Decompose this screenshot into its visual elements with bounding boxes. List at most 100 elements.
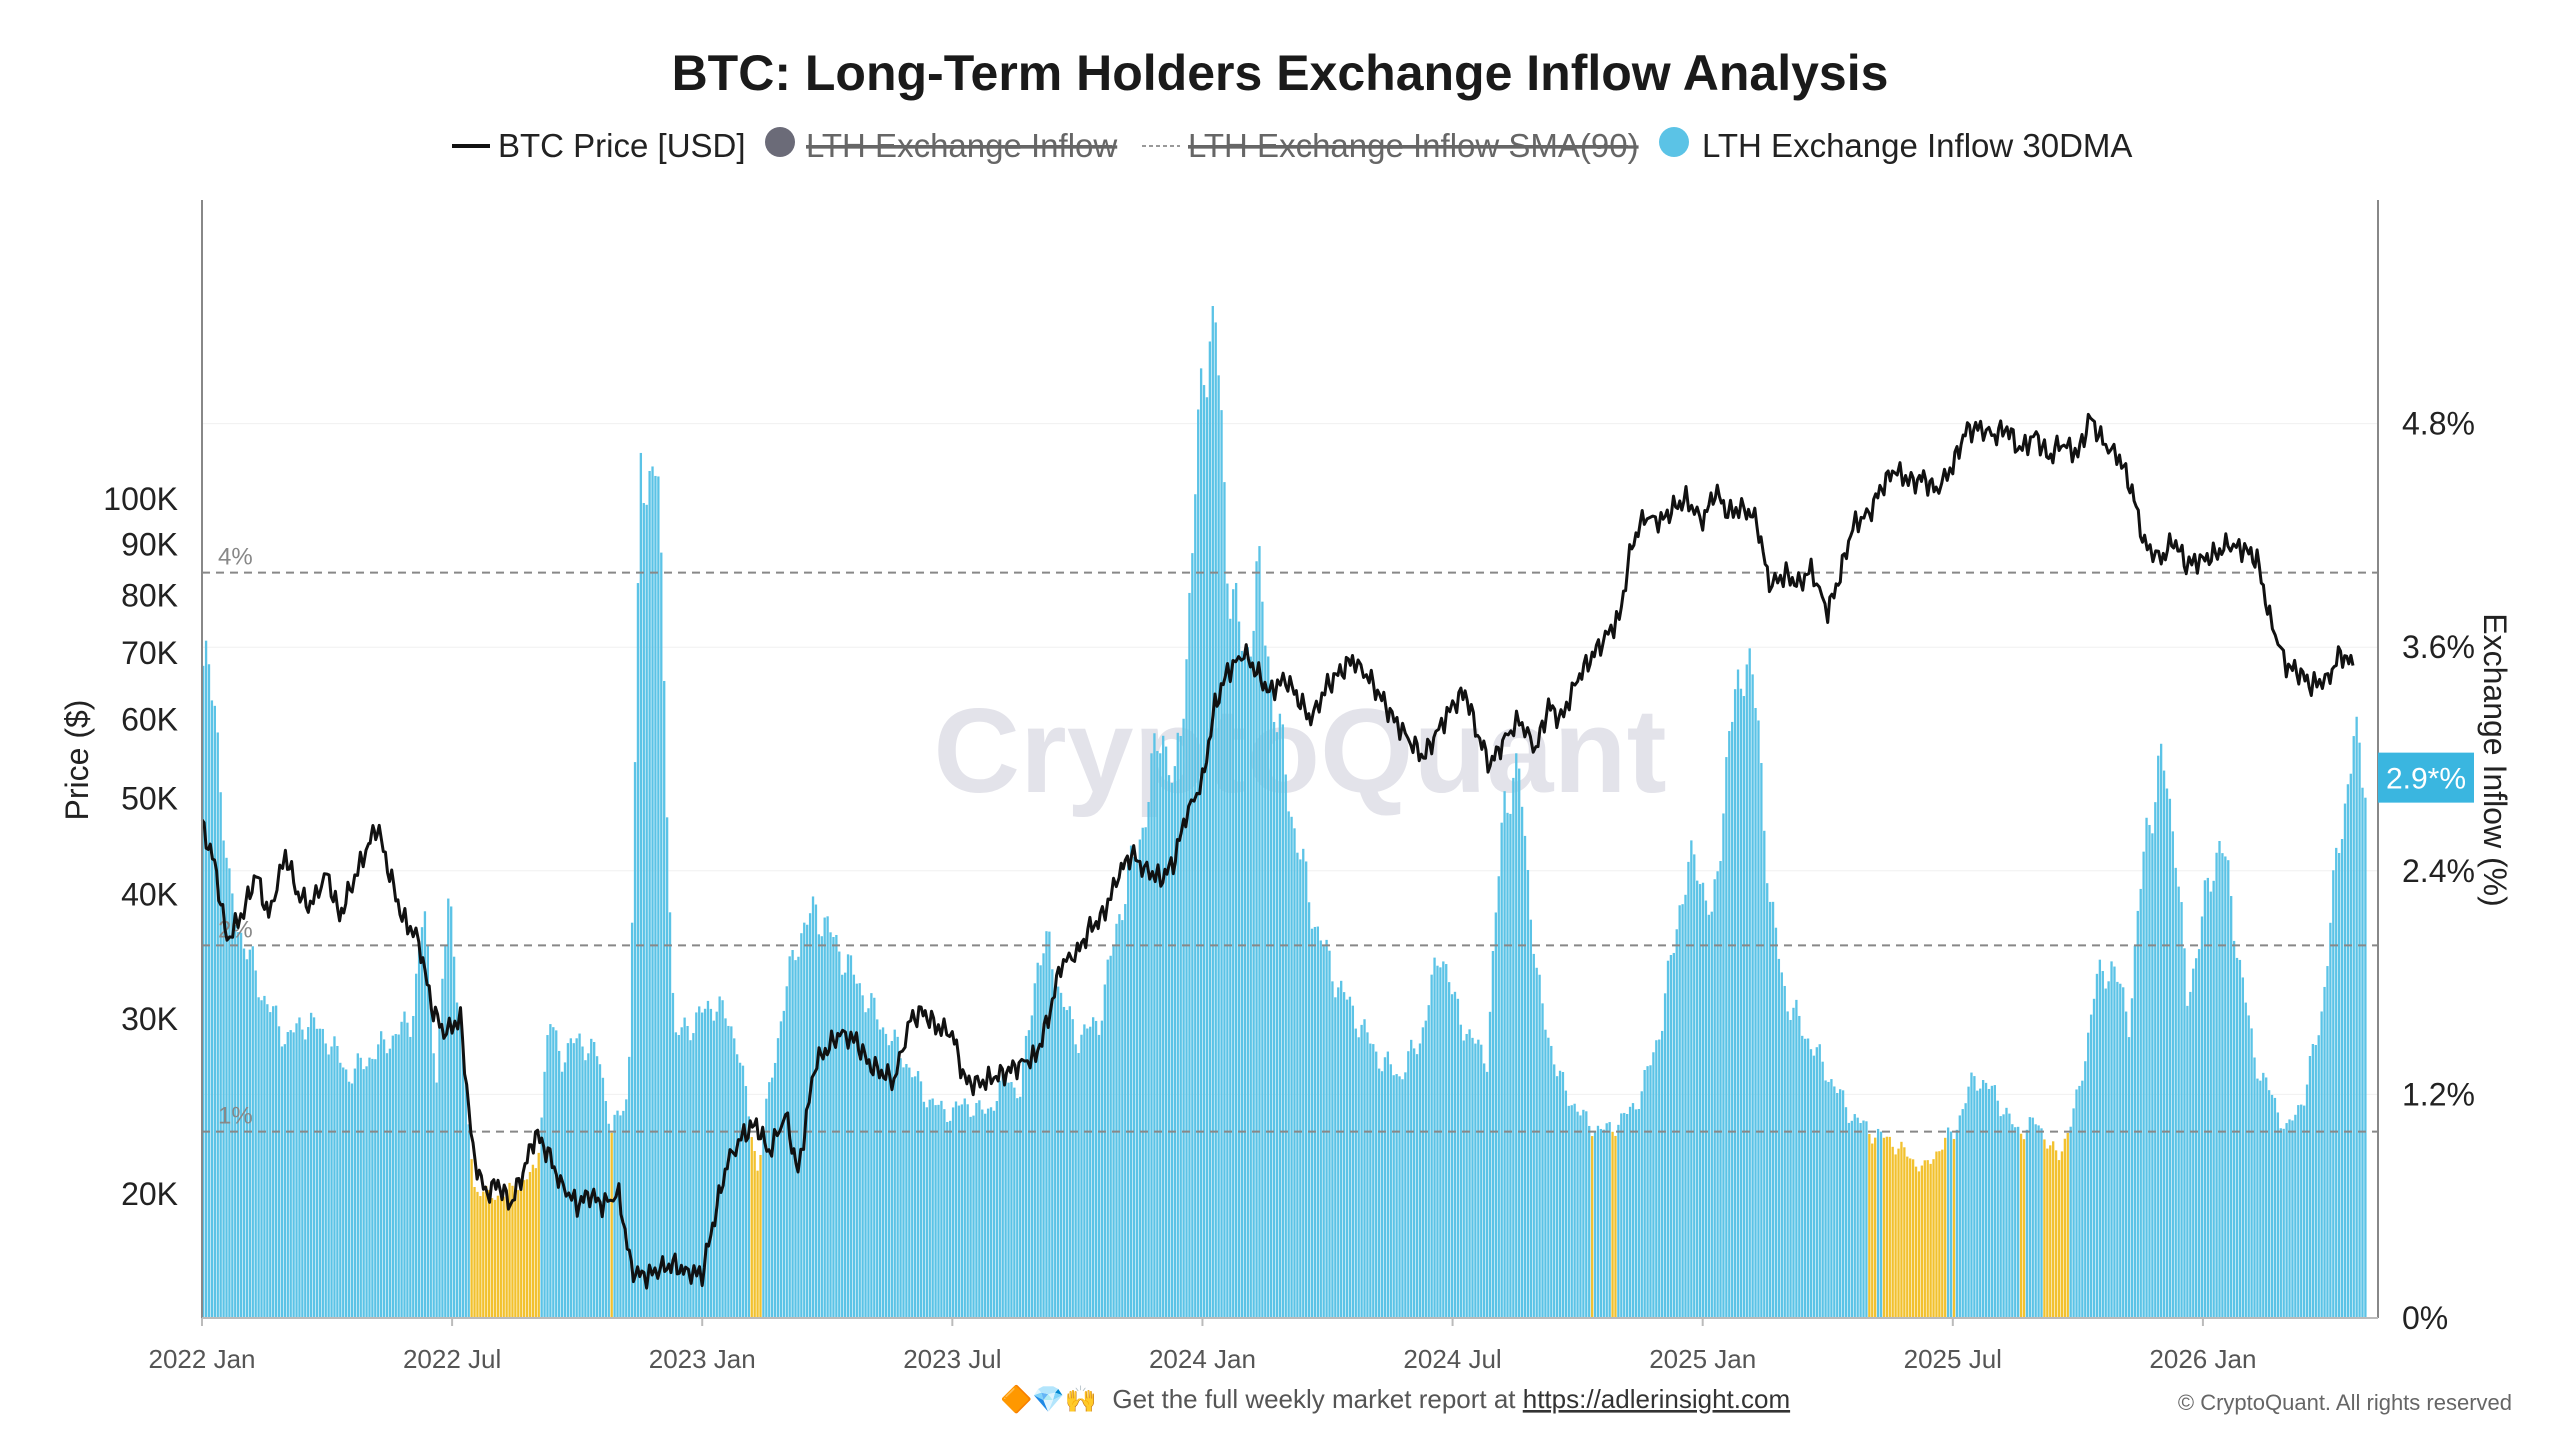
inflow-bar xyxy=(441,978,444,1318)
inflow-bar xyxy=(522,1180,526,1318)
inflow-bar xyxy=(2034,1124,2037,1318)
inflow-bar xyxy=(741,1065,745,1318)
inflow-bar xyxy=(1296,852,1299,1318)
legend-item-lth-inflow[interactable]: LTH Exchange Inflow xyxy=(765,127,1117,164)
inflow-bar xyxy=(2028,1117,2031,1318)
legend-label-btc-price: BTC Price [USD] xyxy=(498,127,746,164)
inflow-bar xyxy=(409,1036,412,1318)
inflow-bar xyxy=(277,1026,281,1318)
inflow-bar xyxy=(1392,1075,1395,1318)
inflow-bar xyxy=(286,1032,289,1318)
inflow-bar xyxy=(1932,1159,1935,1318)
inflow-bar xyxy=(1914,1166,1918,1318)
inflow-bar xyxy=(1305,861,1308,1318)
inflow-bar xyxy=(949,1120,952,1318)
inflow-bar xyxy=(1698,884,1702,1318)
left-axis-ticks: 20K 30K 40K 50K 60K 70K 80K 90K 100K xyxy=(103,481,178,1212)
inflow-bar xyxy=(963,1098,966,1318)
inflow-bar xyxy=(657,476,660,1318)
inflow-bar xyxy=(499,1196,502,1318)
inflow-bar xyxy=(1485,1071,1489,1318)
inflow-bar xyxy=(1226,583,1229,1318)
inflow-bar xyxy=(601,1077,605,1318)
inflow-bar xyxy=(2340,839,2344,1318)
inflow-bar xyxy=(838,951,841,1318)
inflow-bar xyxy=(1742,696,1746,1318)
left-tick-label: 80K xyxy=(121,577,178,613)
inflow-bar xyxy=(2343,803,2347,1318)
inflow-bar xyxy=(855,983,858,1318)
inflow-bar xyxy=(1926,1160,1929,1318)
inflow-bar xyxy=(575,1038,578,1318)
inflow-bar xyxy=(1197,409,1200,1318)
legend-item-btc-price[interactable]: BTC Price [USD] xyxy=(452,127,746,164)
inflow-bar xyxy=(1532,953,1535,1318)
inflow-bar xyxy=(1033,983,1036,1318)
inflow-bar xyxy=(806,924,809,1318)
inflow-bar xyxy=(703,1008,707,1318)
inflow-bar xyxy=(2154,802,2157,1318)
inflow-bar xyxy=(1220,410,1223,1319)
inflow-bar xyxy=(552,1027,555,1318)
inflow-bar xyxy=(1456,998,1460,1318)
inflow-bar xyxy=(1348,996,1352,1318)
inflow-bar xyxy=(1106,959,1109,1318)
inflow-bar xyxy=(207,664,211,1318)
inflow-bar xyxy=(2122,987,2125,1318)
inflow-bar xyxy=(2262,1072,2265,1318)
legend-dot-swatch xyxy=(1659,127,1689,157)
inflow-bar xyxy=(1739,688,1743,1318)
inflow-bar xyxy=(1570,1105,1573,1318)
legend-item-lth-sma[interactable]: LTH Exchange Inflow SMA(90) xyxy=(1142,127,1639,164)
inflow-bar xyxy=(931,1098,934,1318)
inflow-bar xyxy=(715,1011,718,1318)
inflow-bar xyxy=(415,973,418,1318)
inflow-bar xyxy=(887,1045,891,1318)
inflow-bar xyxy=(2174,867,2177,1318)
inflow-bar xyxy=(2011,1124,2014,1318)
inflow-bar xyxy=(937,1104,940,1318)
inflow-bar xyxy=(2043,1139,2046,1318)
footer-link[interactable]: https://adlerinsight.com xyxy=(1523,1384,1790,1414)
inflow-bar xyxy=(1859,1122,1862,1318)
inflow-bar xyxy=(1830,1079,1833,1318)
inflow-bar xyxy=(1538,974,1541,1318)
x-tick-label: 2023 Jan xyxy=(649,1344,756,1374)
inflow-bar xyxy=(1833,1086,1836,1318)
inflow-bar xyxy=(1418,1043,1422,1318)
inflow-bar xyxy=(1663,993,1667,1318)
inflow-bar xyxy=(210,700,214,1318)
inflow-bar xyxy=(350,1083,354,1318)
inflow-bar xyxy=(2139,888,2142,1318)
inflow-bar xyxy=(928,1099,931,1318)
inflow-bar xyxy=(648,470,651,1318)
inflow-bar xyxy=(642,503,645,1318)
inflow-bar xyxy=(406,1022,409,1318)
inflow-bar xyxy=(1010,1082,1013,1318)
inflow-bar xyxy=(1529,919,1533,1318)
inflow-bar xyxy=(2276,1112,2280,1318)
inflow-bar xyxy=(587,1053,590,1318)
inflow-bar xyxy=(578,1033,581,1318)
inflow-bar xyxy=(2052,1141,2055,1318)
inflow-bar xyxy=(911,1077,914,1318)
legend-item-lth-30dma[interactable]: LTH Exchange Inflow 30DMA xyxy=(1659,127,2132,164)
inflow-bar xyxy=(1620,1113,1623,1318)
inflow-bar xyxy=(301,1029,304,1318)
inflow-bar xyxy=(353,1068,357,1318)
inflow-bar xyxy=(843,972,847,1318)
inflow-bar xyxy=(2232,940,2236,1318)
inflow-bar xyxy=(2130,998,2134,1318)
inflow-bar xyxy=(464,1079,467,1318)
inflow-bar xyxy=(700,1012,704,1318)
inflow-bar xyxy=(1733,689,1737,1318)
inflow-bar xyxy=(966,1104,969,1318)
inflow-bar xyxy=(709,1008,713,1318)
inflow-bar xyxy=(660,552,663,1318)
inflow-bar xyxy=(2279,1128,2282,1318)
inflow-bar xyxy=(505,1189,508,1318)
inflow-bar xyxy=(1564,1090,1568,1318)
inflow-bar xyxy=(1803,1038,1807,1318)
inflow-bar xyxy=(639,452,643,1318)
right-tick-label: 4.8% xyxy=(2402,406,2475,442)
